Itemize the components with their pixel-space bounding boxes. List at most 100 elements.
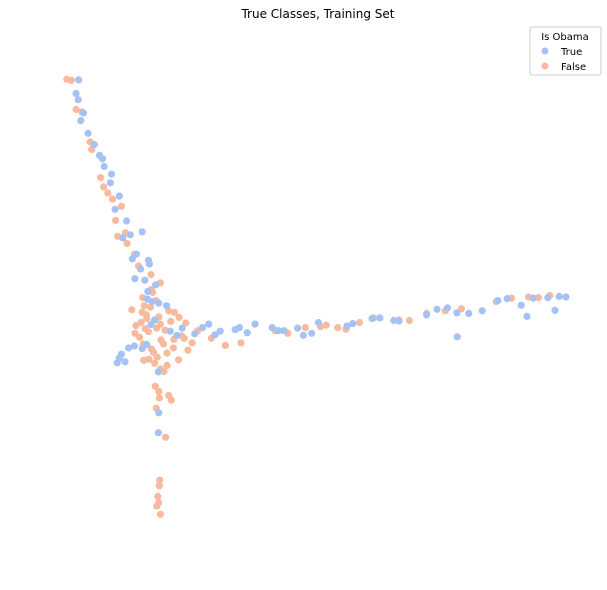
data-point-true: [155, 409, 163, 417]
data-point-true: [138, 345, 146, 353]
data-point-true: [503, 295, 511, 303]
legend-title: Is Obama: [541, 32, 589, 43]
data-point-true: [529, 294, 537, 302]
data-point-true: [90, 140, 98, 149]
data-point-true: [243, 329, 251, 337]
data-point-false: [141, 325, 149, 333]
data-point-false: [175, 313, 183, 321]
data-point-false: [156, 320, 164, 328]
data-point-true: [314, 318, 322, 327]
data-point-true: [75, 76, 83, 84]
data-point-false: [137, 318, 145, 327]
data-point-true: [115, 192, 123, 200]
data-point-true: [198, 324, 207, 332]
data-point-false: [143, 314, 151, 323]
data-point-true: [155, 299, 163, 307]
data-point-true: [123, 217, 131, 225]
data-point-true: [453, 309, 461, 317]
data-point-false: [123, 239, 131, 248]
data-point-true: [376, 314, 384, 322]
data-point-true: [117, 350, 125, 358]
data-point-false: [163, 361, 171, 369]
data-point-true: [251, 320, 259, 328]
data-point-false: [334, 324, 342, 332]
series-true: [72, 76, 570, 437]
data-point-false: [167, 317, 175, 326]
data-point-true: [205, 320, 213, 328]
points-layer: [63, 75, 570, 518]
data-point-true: [84, 129, 92, 137]
data-point-true: [111, 205, 119, 213]
data-point-true: [216, 327, 224, 335]
data-point-true: [368, 314, 376, 323]
data-point-true: [130, 342, 138, 350]
data-point-true: [107, 170, 116, 178]
data-point-true: [137, 265, 145, 273]
data-point-true: [551, 306, 559, 314]
data-point-true: [99, 155, 107, 163]
legend-label-true: True: [560, 47, 582, 58]
data-point-false: [72, 105, 80, 113]
data-point-false: [147, 345, 156, 353]
data-point-true: [113, 359, 121, 367]
data-point-true: [145, 260, 153, 268]
data-point-true: [523, 312, 531, 320]
data-point-true: [268, 324, 276, 332]
data-point-true: [478, 307, 486, 315]
data-point-true: [77, 117, 85, 125]
data-point-false: [138, 308, 146, 316]
data-point-false: [140, 302, 148, 310]
data-point-true: [465, 309, 473, 317]
data-point-false: [140, 356, 148, 364]
data-point-false: [221, 341, 229, 350]
data-point-true: [147, 321, 155, 329]
data-point-false: [153, 353, 161, 361]
data-point-true: [79, 109, 87, 117]
data-point-true: [125, 344, 133, 352]
legend-label-false: False: [561, 62, 586, 73]
data-point-false: [100, 183, 108, 191]
data-point-false: [132, 322, 140, 330]
data-point-false: [155, 394, 163, 402]
data-point-false: [162, 433, 170, 441]
data-point-true: [544, 294, 552, 302]
data-point-true: [395, 317, 403, 325]
data-point-true: [517, 301, 525, 309]
chart-title: True Classes, Training Set: [240, 7, 394, 21]
data-point-false: [165, 391, 173, 400]
data-point-false: [151, 359, 159, 367]
data-point-false: [156, 476, 164, 484]
data-point-false: [188, 339, 196, 347]
data-point-true: [308, 329, 316, 337]
data-point-false: [159, 340, 168, 348]
data-point-true: [132, 250, 140, 258]
data-point-false: [155, 387, 163, 395]
series-false: [63, 75, 554, 518]
legend-marker-true: [541, 47, 549, 55]
data-point-true: [166, 327, 174, 335]
data-point-false: [104, 189, 112, 197]
data-point-true: [178, 324, 186, 332]
data-point-true: [141, 276, 149, 284]
data-point-true: [163, 302, 171, 310]
data-point-false: [108, 195, 117, 203]
data-point-false: [97, 174, 105, 182]
data-point-true: [148, 298, 156, 306]
data-point-true: [299, 331, 307, 339]
data-point-true: [343, 322, 351, 330]
data-point-false: [180, 334, 188, 342]
data-point-false: [163, 349, 171, 357]
data-point-true: [562, 293, 570, 301]
data-point-false: [155, 482, 163, 490]
data-point-true: [211, 331, 219, 339]
data-point-true: [280, 327, 288, 335]
data-point-false: [154, 492, 162, 500]
data-point-false: [128, 306, 136, 314]
data-point-true: [144, 287, 152, 295]
data-point-false: [156, 510, 164, 518]
data-point-true: [126, 231, 134, 239]
legend-frame: [529, 26, 602, 76]
data-point-false: [182, 319, 190, 327]
data-point-true: [119, 234, 127, 242]
data-point-false: [170, 308, 178, 316]
